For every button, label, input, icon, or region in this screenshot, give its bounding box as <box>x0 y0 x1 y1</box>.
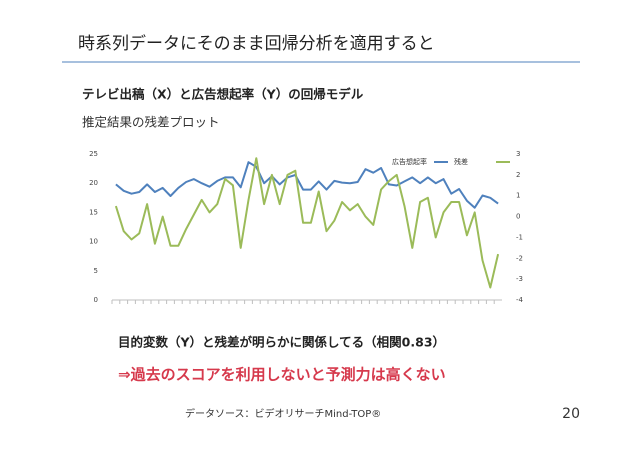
note: 目的変数（Y）と残差が明らかに関係してる（相関0.83） <box>118 335 445 350</box>
y2-tick-label: 0 <box>516 213 520 221</box>
y-tick-label: 15 <box>89 208 98 216</box>
y-tick-label: 0 <box>94 296 98 304</box>
y-tick-label: 5 <box>94 267 98 275</box>
y-tick-label: 20 <box>89 179 98 187</box>
y2-tick-label: -3 <box>516 275 523 283</box>
source: データソース：ビデオリサーチMind-TOP® <box>185 407 381 420</box>
series-line <box>115 161 499 209</box>
legend-label: 広告想起率 <box>392 157 427 166</box>
slide-title: 時系列データにそのまま回帰分析を適用すると <box>78 33 435 54</box>
y2-tick-label: 2 <box>516 171 520 179</box>
y2-tick-label: 3 <box>516 150 520 158</box>
heading: テレビ出稿（X）と広告想起率（Y）の回帰モデル <box>82 87 364 102</box>
y2-tick-label: -4 <box>516 296 524 304</box>
conclusion: ⇒過去のスコアを利用しないと予測力は高くない <box>118 366 446 384</box>
y2-tick-label: -2 <box>516 254 523 262</box>
page-number: 20 <box>562 406 580 422</box>
subheading: 推定結果の残差プロット <box>82 115 220 130</box>
y2-tick-label: 1 <box>516 192 520 200</box>
series-line <box>114 157 500 289</box>
legend-label: 残差 <box>454 157 468 166</box>
y2-tick-label: -1 <box>516 233 523 241</box>
y-tick-label: 25 <box>89 150 98 158</box>
y-tick-label: 10 <box>89 238 98 246</box>
